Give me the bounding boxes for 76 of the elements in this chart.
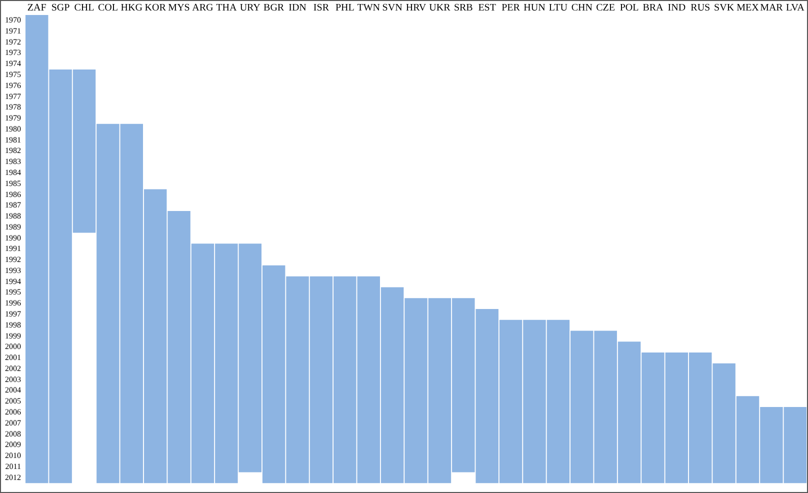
x-tick-label: ARG bbox=[192, 2, 214, 14]
y-tick-label: 1971 bbox=[5, 26, 21, 36]
y-tick-label: 1976 bbox=[5, 80, 21, 90]
x-tick-label: LTU bbox=[548, 2, 568, 14]
y-tick-label: 1996 bbox=[5, 298, 21, 308]
y-tick-label: 1998 bbox=[5, 320, 21, 330]
x-tick-label: MYS bbox=[168, 2, 190, 14]
x-tick-label: SVN bbox=[382, 2, 402, 14]
y-tick-label: 2006 bbox=[5, 408, 21, 417]
y-tick-label: 1991 bbox=[5, 244, 21, 254]
y-tick-label: 1979 bbox=[5, 114, 21, 123]
y-tick-label: 1997 bbox=[5, 310, 21, 319]
y-tick-label: 2004 bbox=[5, 386, 21, 395]
x-tick-label: BGR bbox=[264, 2, 284, 14]
y-tick-label: 2007 bbox=[5, 418, 21, 428]
y-tick-label: 1992 bbox=[5, 255, 21, 264]
x-tick-label: THA bbox=[216, 2, 238, 14]
x-tick-label: SRB bbox=[454, 2, 474, 14]
y-tick-label: 1985 bbox=[5, 178, 21, 188]
x-tick-label: LVA bbox=[786, 2, 806, 14]
y-tick-label: 1980 bbox=[5, 124, 21, 134]
x-tick-label: SVK bbox=[714, 2, 735, 14]
x-tick-label: MEX bbox=[736, 2, 760, 14]
y-tick-label: 1977 bbox=[5, 92, 21, 101]
y-tick-label: 1995 bbox=[5, 288, 21, 297]
x-tick-label: CZE bbox=[596, 2, 616, 14]
y-tick-label: 1981 bbox=[5, 135, 21, 144]
x-tick-label: UKR bbox=[429, 2, 451, 14]
x-tick-label: ISR bbox=[313, 2, 330, 14]
x-tick-label: PHL bbox=[335, 2, 354, 14]
x-tick-label: CHN bbox=[571, 2, 592, 14]
y-tick-label: 1990 bbox=[5, 233, 21, 242]
x-tick-label: HUN bbox=[524, 2, 546, 14]
y-tick-label: 2005 bbox=[5, 396, 21, 406]
y-tick-label: 2003 bbox=[5, 374, 21, 384]
y-tick-label: 2008 bbox=[5, 429, 21, 438]
x-tick-label: URY bbox=[240, 2, 260, 14]
y-tick-label: 1978 bbox=[5, 102, 21, 112]
y-tick-label: 2012 bbox=[5, 472, 21, 482]
x-tick-label: CHL bbox=[74, 2, 94, 14]
y-tick-label: 1999 bbox=[5, 331, 21, 340]
x-tick-label: SGP bbox=[51, 2, 70, 14]
x-tick-label: IDN bbox=[288, 2, 306, 14]
x-tick-label: ZAF bbox=[27, 2, 47, 14]
y-tick-label: 1984 bbox=[5, 168, 21, 177]
x-tick-label: MAR bbox=[760, 2, 784, 14]
x-tick-label: BRA bbox=[642, 2, 664, 14]
x-tick-label: IND bbox=[668, 2, 686, 14]
y-tick-label: 2010 bbox=[5, 451, 21, 460]
y-tick-label: 2002 bbox=[5, 364, 21, 373]
x-tick-label: COL bbox=[98, 2, 118, 14]
y-tick-label: 1974 bbox=[5, 59, 21, 68]
x-tick-label: EST bbox=[478, 2, 496, 14]
y-tick-label: 1982 bbox=[5, 146, 21, 156]
y-tick-label: 2011 bbox=[5, 462, 21, 471]
y-tick-label: 1973 bbox=[5, 48, 21, 58]
y-tick-label: 1988 bbox=[5, 212, 21, 221]
x-tick-label: TWN bbox=[357, 2, 380, 14]
y-tick-label: 1972 bbox=[5, 37, 21, 46]
x-tick-label: PER bbox=[502, 2, 520, 14]
y-tick-label: 2001 bbox=[5, 353, 21, 362]
y-tick-label: 2009 bbox=[5, 440, 21, 450]
y-tick-label: 1986 bbox=[5, 190, 21, 199]
y-tick-label: 1975 bbox=[5, 70, 21, 79]
y-tick-label: 1983 bbox=[5, 157, 21, 166]
x-tick-label: HKG bbox=[120, 2, 142, 14]
y-tick-label: 1993 bbox=[5, 266, 21, 275]
y-tick-label: 1994 bbox=[5, 276, 21, 286]
x-tick-label: POL bbox=[620, 2, 639, 14]
x-tick-label: KOR bbox=[144, 2, 166, 14]
y-tick-label: 1989 bbox=[5, 222, 21, 232]
y-tick-label: 1987 bbox=[5, 200, 21, 210]
y-tick-label: 1970 bbox=[5, 16, 21, 25]
x-tick-label: RUS bbox=[690, 2, 710, 14]
x-tick-label: HRV bbox=[406, 2, 427, 14]
y-tick-label: 2000 bbox=[5, 342, 21, 352]
